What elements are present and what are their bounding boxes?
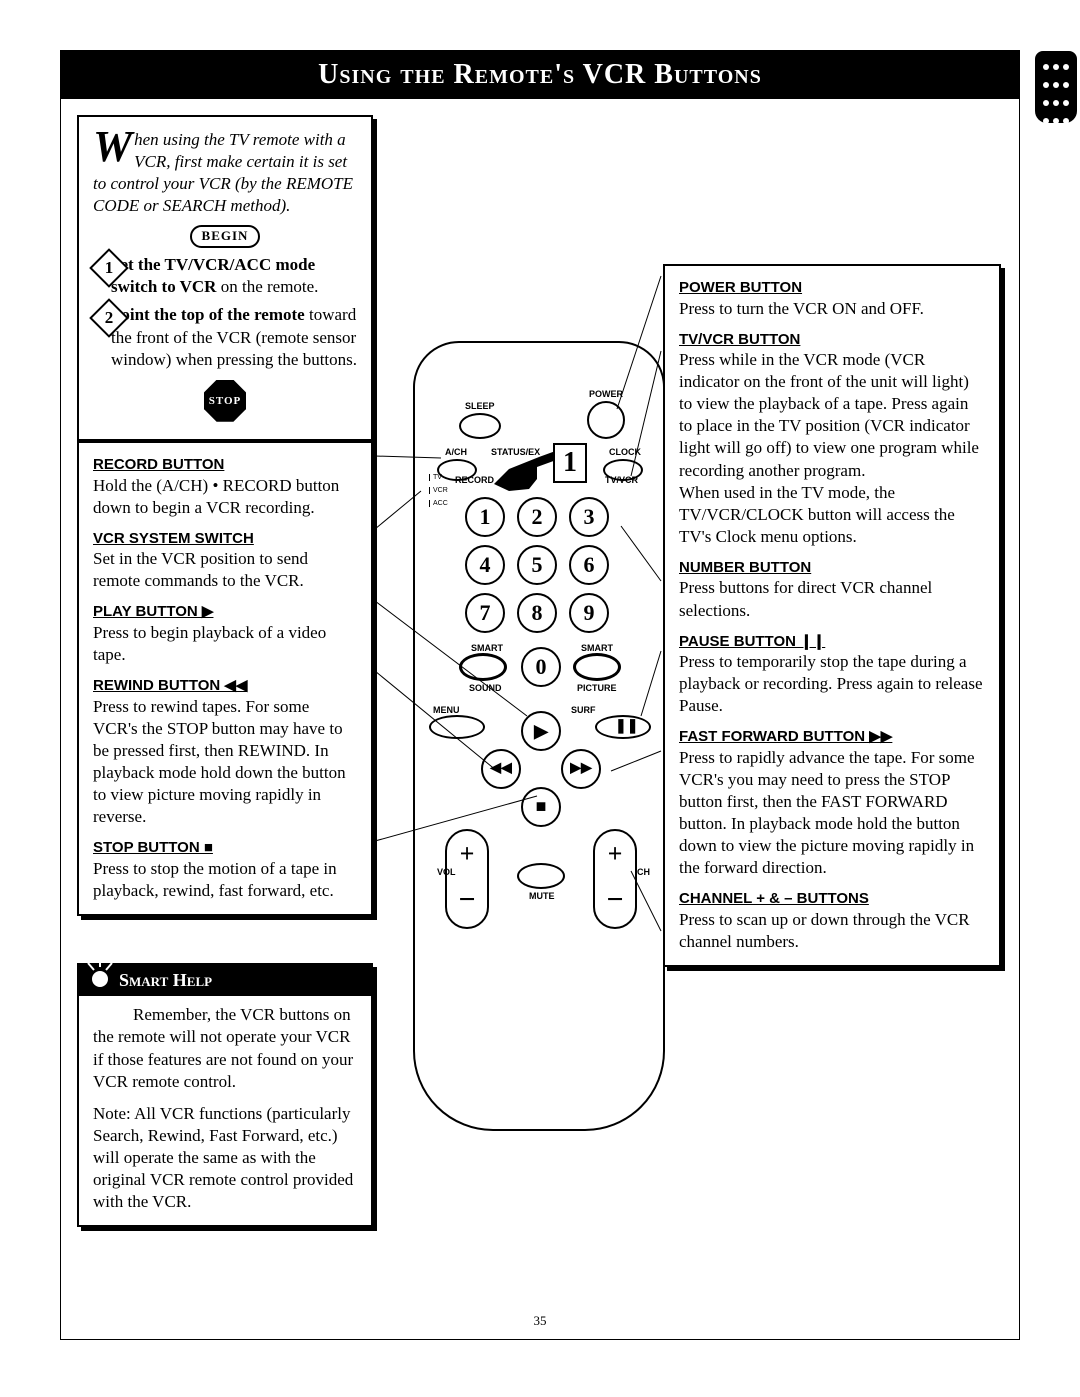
smart-help-panel: Smart Help Remember, the VCR buttons on …	[77, 963, 373, 1227]
mute-label: MUTE	[529, 891, 555, 901]
stop-button-heading: STOP BUTTON ■	[93, 838, 357, 858]
smart-sound-button	[459, 653, 507, 681]
stop-badge: STOP	[93, 379, 357, 423]
rewind-button: ◀◀	[481, 749, 521, 789]
ach-label: A/CH	[445, 447, 467, 457]
lightbulb-icon	[85, 959, 115, 1003]
callout-1: 1	[553, 443, 587, 483]
tvvcr-label: TV/VCR	[605, 475, 638, 485]
numpad-8: 8	[517, 593, 557, 633]
numpad-7: 7	[465, 593, 505, 633]
numpad-2: 2	[517, 497, 557, 537]
ff-button-heading: FAST FORWARD BUTTON ▶▶	[679, 727, 985, 747]
ff-button: ▶▶	[561, 749, 601, 789]
page-number: 35	[61, 1313, 1019, 1329]
play-button-heading: PLAY BUTTON ▶	[93, 602, 357, 622]
smart-picture-button	[573, 653, 621, 681]
play-button-text: Press to begin playback of a video tape.	[93, 622, 357, 666]
switch-acc: ACC	[429, 500, 455, 507]
power-button-text: Press to turn the VCR ON and OFF.	[679, 298, 985, 320]
menu-label: MENU	[433, 705, 460, 715]
ch-label: CH	[637, 867, 650, 877]
pause-button-text: Press to temporarily stop the tape durin…	[679, 651, 985, 717]
numpad-1: 1	[465, 497, 505, 537]
begin-badge: BEGIN	[190, 225, 260, 248]
vol-label: VOL	[437, 867, 456, 877]
picture-label: PICTURE	[577, 683, 617, 693]
numpad-3: 3	[569, 497, 609, 537]
remote-diagram: SLEEP POWER A/CH STATUS/EX CC CLOCK TV V…	[413, 341, 665, 1131]
vcr-switch-heading: VCR SYSTEM SWITCH	[93, 529, 357, 549]
channel-buttons-heading: CHANNEL + & – BUTTONS	[679, 889, 985, 909]
volume-rocker: +−	[445, 829, 489, 929]
sleep-label: SLEEP	[465, 401, 495, 411]
record-button-text: Hold the (A/CH) • RECORD button down to …	[93, 475, 357, 519]
rewind-button-text: Press to rewind tapes. For some VCR's th…	[93, 696, 357, 829]
tvvcr-button-text: Press while in the VCR mode (VCR indicat…	[679, 349, 985, 548]
remote-corner-icon	[1035, 51, 1077, 123]
step-2: 2 Point the top of the remote toward the…	[111, 304, 357, 370]
sleep-button	[459, 413, 501, 439]
right-panel: POWER BUTTON Press to turn the VCR ON an…	[663, 264, 1001, 967]
number-pad: 123 456 789	[459, 493, 625, 637]
number-button-text: Press buttons for direct VCR channel sel…	[679, 577, 985, 621]
channel-buttons-text: Press to scan up or down through the VCR…	[679, 909, 985, 953]
left-panel: RECORD BUTTON Hold the (A/CH) • RECORD b…	[77, 441, 373, 916]
dropcap: W	[93, 129, 132, 165]
power-label: POWER	[589, 389, 623, 399]
step2-bold: Point the top of the remote	[111, 305, 305, 324]
surf-label: SURF	[571, 705, 596, 715]
mute-button	[517, 863, 565, 889]
numpad-0: 0	[521, 647, 561, 687]
tvvcr-button-heading: TV/VCR BUTTON	[679, 330, 985, 350]
number-button-heading: NUMBER BUTTON	[679, 558, 985, 578]
smart-sound-label: SMART	[471, 643, 503, 653]
power-button	[587, 401, 625, 439]
stop-button-text: Press to stop the motion of a tape in pl…	[93, 858, 357, 902]
clock-label: CLOCK	[609, 447, 641, 457]
ff-button-text: Press to rapidly advance the tape. For s…	[679, 747, 985, 880]
intro-text: When using the TV remote with a VCR, fir…	[93, 129, 357, 217]
vcr-switch-text: Set in the VCR position to send remote c…	[93, 548, 357, 592]
step1-rest: on the remote.	[216, 277, 318, 296]
power-button-heading: POWER BUTTON	[679, 278, 985, 298]
switch-tv: TV	[429, 474, 455, 481]
record-button-heading: RECORD BUTTON	[93, 455, 357, 475]
page-frame: Using the Remote's VCR Buttons When usin…	[60, 50, 1020, 1340]
smart-help-p1: Remember, the VCR buttons on the remote …	[93, 1004, 357, 1092]
sound-label: SOUND	[469, 683, 502, 693]
smart-picture-label: SMART	[581, 643, 613, 653]
numpad-5: 5	[517, 545, 557, 585]
switch-vcr: VCR	[429, 487, 455, 494]
pause-button-heading: PAUSE BUTTON ❙❙	[679, 632, 985, 652]
play-button: ▶	[521, 711, 561, 751]
numpad-6: 6	[569, 545, 609, 585]
smart-help-p2: Note: All VCR functions (particularly Se…	[93, 1103, 357, 1213]
step-1: 1 Set the TV/VCR/ACC mode switch to VCR …	[111, 254, 357, 298]
intro-panel: When using the TV remote with a VCR, fir…	[77, 115, 373, 441]
smart-help-title: Smart Help	[79, 965, 371, 996]
rewind-button-heading: REWIND BUTTON ◀◀	[93, 676, 357, 696]
channel-rocker: +−	[593, 829, 637, 929]
numpad-4: 4	[465, 545, 505, 585]
menu-button	[429, 715, 485, 739]
page-title: Using the Remote's VCR Buttons	[61, 51, 1019, 99]
stop-button: ■	[521, 787, 561, 827]
mode-switch: TV VCR ACC	[429, 471, 455, 529]
numpad-9: 9	[569, 593, 609, 633]
